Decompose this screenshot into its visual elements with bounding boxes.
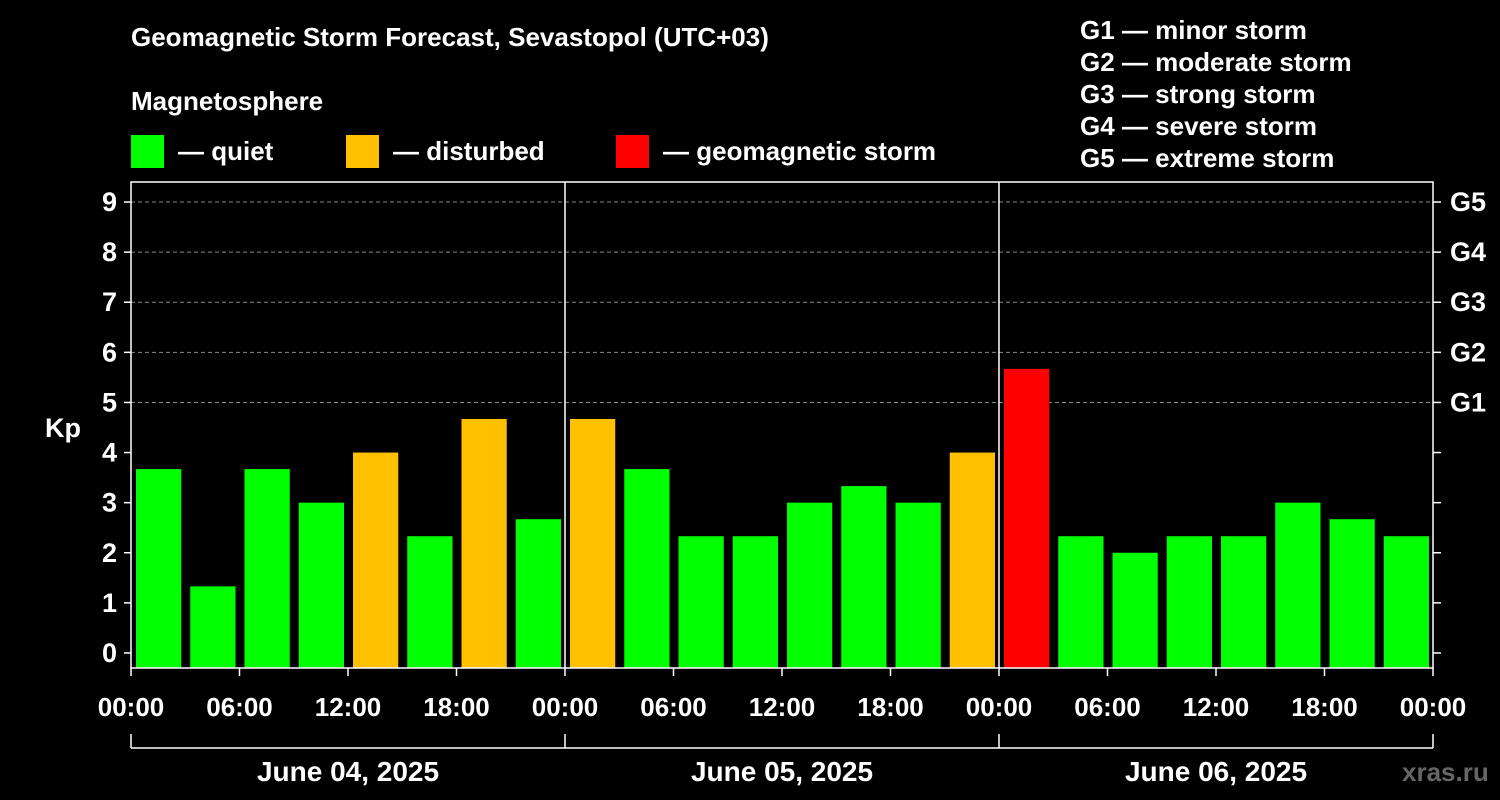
- g-code: G1: [1080, 15, 1115, 45]
- x-tick-label: 06:00: [206, 692, 273, 722]
- y-tick-label: 5: [102, 387, 117, 417]
- kp-bar: [841, 486, 887, 668]
- kp-bar: [1221, 536, 1267, 668]
- g-level-label: G3: [1450, 287, 1486, 317]
- magnetosphere-heading: Magnetosphere: [131, 86, 324, 116]
- kp-bar: [787, 502, 833, 668]
- kp-bar: [298, 502, 344, 668]
- kp-bar: [624, 469, 670, 668]
- x-tick-label: 00:00: [98, 692, 165, 722]
- kp-bar: [1275, 502, 1321, 668]
- y-tick-label: 3: [102, 488, 117, 518]
- x-tick-label: 18:00: [1291, 692, 1358, 722]
- kp-bar: [678, 536, 724, 668]
- kp-bar: [461, 418, 507, 668]
- x-tick-label: 18:00: [857, 692, 924, 722]
- y-tick-label: 4: [102, 438, 117, 468]
- kp-bar: [136, 469, 182, 668]
- legend-item-storm: — geomagnetic storm: [616, 134, 936, 168]
- kp-bar: [1112, 552, 1158, 668]
- kp-bar: [1004, 368, 1050, 668]
- day-label: June 06, 2025: [1125, 756, 1307, 787]
- y-tick-label: 2: [102, 538, 117, 568]
- g-scale-legend: G1 — minor storm G2 — moderate storm G3 …: [1080, 14, 1352, 174]
- g-desc: — moderate storm: [1121, 47, 1352, 77]
- x-tick-label: 12:00: [315, 692, 382, 722]
- g-desc: — extreme storm: [1121, 143, 1335, 173]
- y-tick-label: 0: [102, 638, 117, 668]
- day-label: June 05, 2025: [691, 756, 873, 787]
- chart-title: Geomagnetic Storm Forecast, Sevastopol (…: [131, 22, 769, 52]
- x-tick-label: 06:00: [1074, 692, 1141, 722]
- y-tick-label: 9: [102, 187, 117, 217]
- x-tick-label: 12:00: [1183, 692, 1250, 722]
- x-tick-label: 00:00: [532, 692, 599, 722]
- g-desc: — minor storm: [1121, 15, 1307, 45]
- kp-bar: [190, 586, 236, 668]
- quiet-swatch: [131, 134, 164, 168]
- y-tick-label: 8: [102, 237, 117, 267]
- x-tick-label: 00:00: [966, 692, 1033, 722]
- kp-bar: [1058, 536, 1104, 668]
- x-tick-label: 00:00: [1400, 692, 1467, 722]
- kp-bar: [353, 452, 399, 668]
- y-tick-label: 6: [102, 337, 117, 367]
- g-level-label: G5: [1450, 187, 1486, 217]
- x-tick-label: 12:00: [749, 692, 816, 722]
- kp-bar: [1383, 536, 1429, 668]
- kp-bar: [732, 536, 778, 668]
- g-level-label: G2: [1450, 337, 1486, 367]
- x-tick-label: 18:00: [423, 692, 490, 722]
- legend-label-disturbed: — disturbed: [393, 135, 545, 166]
- g-level-label: G1: [1450, 387, 1486, 417]
- g-scale-row-g5: G5 — extreme storm: [1080, 142, 1352, 174]
- kp-bar: [570, 418, 616, 668]
- kp-bar: [1166, 536, 1212, 668]
- kp-bar: [244, 469, 290, 668]
- x-tick-label: 06:00: [640, 692, 707, 722]
- kp-bar: [949, 452, 995, 668]
- g-scale-row-g2: G2 — moderate storm: [1080, 46, 1352, 78]
- kp-bar: [515, 519, 561, 668]
- g-desc: — severe storm: [1121, 111, 1318, 141]
- y-tick-label: 1: [102, 588, 117, 618]
- g-code: G2: [1080, 47, 1115, 77]
- y-axis-label: Kp: [45, 413, 81, 443]
- kp-bar: [407, 536, 453, 668]
- g-code: G4: [1080, 111, 1115, 141]
- g-desc: — strong storm: [1121, 79, 1316, 109]
- legend-label-quiet: — quiet: [178, 135, 274, 166]
- legend-label-storm: — geomagnetic storm: [663, 135, 937, 166]
- kp-bar: [1329, 519, 1375, 668]
- legend-item-quiet: — quiet: [131, 134, 273, 168]
- g-scale-row-g3: G3 — strong storm: [1080, 78, 1352, 110]
- g-code: G3: [1080, 79, 1115, 109]
- disturbed-swatch: [346, 134, 379, 168]
- g-scale-row-g4: G4 — severe storm: [1080, 110, 1352, 142]
- watermark: xras.ru: [1402, 757, 1489, 787]
- storm-swatch: [616, 134, 649, 168]
- g-level-label: G4: [1450, 237, 1486, 267]
- g-code: G5: [1080, 143, 1115, 173]
- y-tick-label: 7: [102, 287, 117, 317]
- day-label: June 04, 2025: [257, 756, 439, 787]
- legend-item-disturbed: — disturbed: [346, 134, 545, 168]
- kp-bar: [895, 502, 941, 668]
- g-scale-row-g1: G1 — minor storm: [1080, 14, 1352, 46]
